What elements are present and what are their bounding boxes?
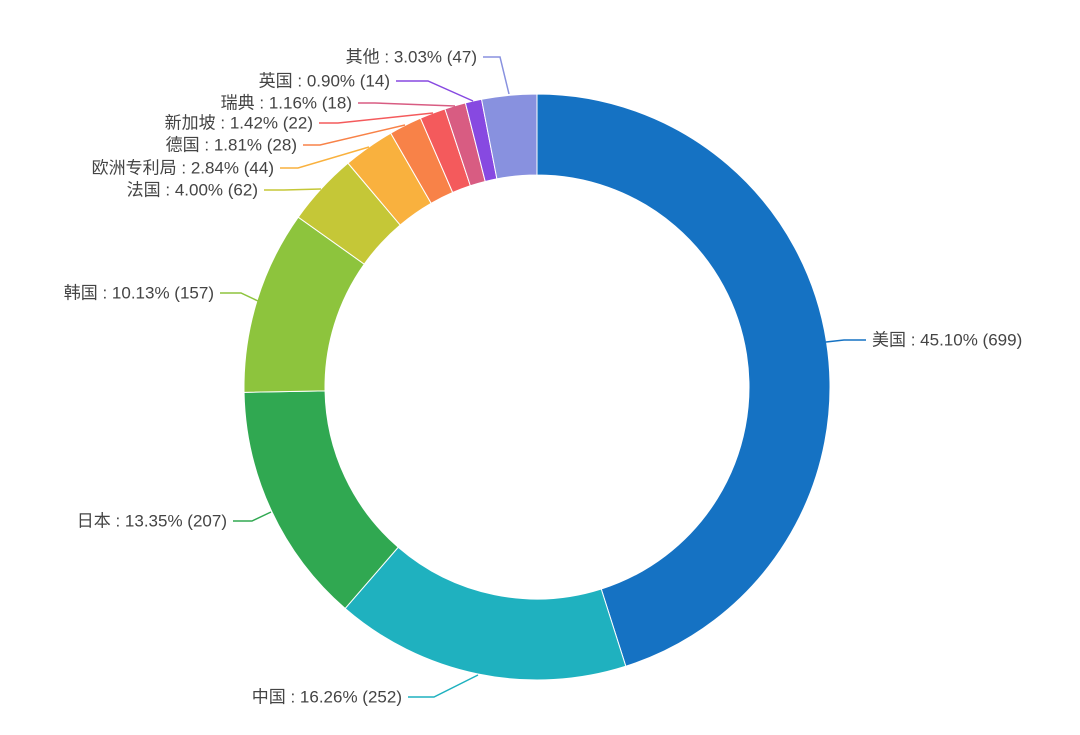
leader-line-se xyxy=(358,102,456,107)
pie-slice-other[interactable] xyxy=(480,93,538,180)
slice-label-gb: 英国 : 0.90% (14) xyxy=(259,72,390,91)
leader-line-us xyxy=(825,339,866,343)
leader-lines xyxy=(220,56,866,698)
leader-line-jp xyxy=(233,511,272,522)
slice-labels: 美国 : 45.10% (699) 中国 : 16.26% (252) 日本 : 1… xyxy=(64,48,1023,707)
pie-slice-cn[interactable] xyxy=(344,546,627,681)
leader-line-de xyxy=(303,124,406,146)
leader-line-kr xyxy=(220,292,259,302)
leader-line-sg xyxy=(319,112,434,124)
slice-label-other: 其他 : 3.03% (47) xyxy=(346,48,477,67)
leader-line-other xyxy=(483,56,510,95)
leader-line-cn xyxy=(408,674,479,698)
leader-line-fr xyxy=(264,188,322,191)
slice-label-epo: 欧洲专利局 : 2.84% (44) xyxy=(92,159,274,178)
slice-label-fr: 法国 : 4.00% (62) xyxy=(127,181,258,200)
leader-line-epo xyxy=(280,146,370,169)
slice-label-kr: 韩国 : 10.13% (157) xyxy=(64,284,214,303)
slice-label-jp: 日本 : 13.35% (207) xyxy=(77,512,227,531)
slice-label-cn: 中国 : 16.26% (252) xyxy=(252,688,402,707)
slice-label-de: 德国 : 1.81% (28) xyxy=(166,136,297,155)
pie-slice-us[interactable] xyxy=(536,93,831,667)
slice-label-sg: 新加坡 : 1.42% (22) xyxy=(165,114,313,133)
pie-slices xyxy=(243,93,831,681)
leader-line-gb xyxy=(396,80,474,102)
slice-label-se: 瑞典 : 1.16% (18) xyxy=(221,94,352,113)
slice-label-us: 美国 : 45.10% (699) xyxy=(872,331,1022,350)
